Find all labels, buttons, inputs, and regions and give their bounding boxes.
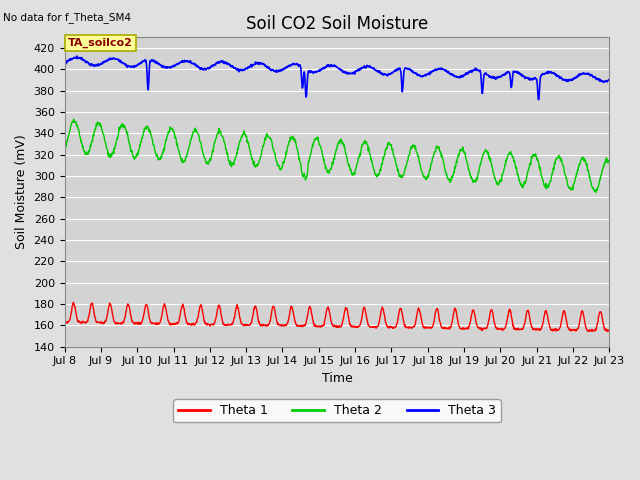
Text: No data for f_Theta_SM4: No data for f_Theta_SM4 [3,12,131,23]
Text: TA_soilco2: TA_soilco2 [68,38,133,48]
Y-axis label: Soil Moisture (mV): Soil Moisture (mV) [15,135,28,250]
Legend: Theta 1, Theta 2, Theta 3: Theta 1, Theta 2, Theta 3 [173,399,500,422]
Title: Soil CO2 Soil Moisture: Soil CO2 Soil Moisture [246,15,428,33]
X-axis label: Time: Time [322,372,353,385]
